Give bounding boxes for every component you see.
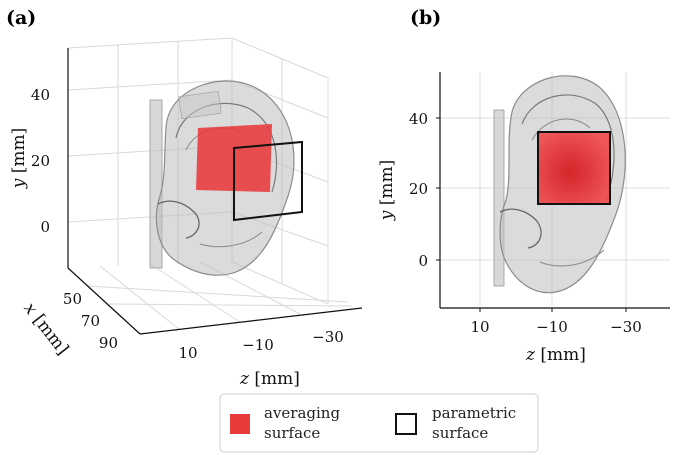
panel-b-z-label: z [mm] xyxy=(525,345,586,365)
panel-a-parametric-surface xyxy=(233,140,303,222)
legend-swatch-averaging xyxy=(230,414,250,434)
panel-a-y-tick-40: 40 xyxy=(31,86,50,104)
panel-a-y-label: y [mm] xyxy=(9,128,29,190)
panel-a-z-tick-neg30: −30 xyxy=(312,328,344,346)
panel-a-z-tick-10: 10 xyxy=(178,344,197,362)
legend-frame xyxy=(219,393,539,453)
panel-b-y-tick-0: 0 xyxy=(418,252,428,270)
panel-a-y-tick-0: 0 xyxy=(40,218,50,236)
panel-a-z-tick-neg10: −10 xyxy=(242,336,274,354)
panel-b-tick-marks xyxy=(436,117,627,312)
panel-b: (b) xyxy=(377,7,670,365)
panel-a-x-tick-50: 50 xyxy=(63,290,82,308)
panel-b-y-tick-20: 20 xyxy=(409,180,428,198)
legend-averaging-line1: averaging xyxy=(264,404,340,422)
panel-b-z-tick-10: 10 xyxy=(470,318,489,336)
panel-a-x-tick-70: 70 xyxy=(81,312,100,330)
panel-a-label: (a) xyxy=(6,7,36,29)
legend-parametric-line2: surface xyxy=(432,424,488,442)
panel-b-y-label: y [mm] xyxy=(377,160,397,222)
legend-parametric-line1: parametric xyxy=(432,404,516,422)
legend-swatch-parametric xyxy=(395,413,417,435)
panel-a-y-tick-20: 20 xyxy=(31,152,50,170)
panel-b-axes xyxy=(439,72,670,309)
panel-b-z-tick-neg30: −30 xyxy=(610,318,642,336)
panel-a: (a) xyxy=(6,7,363,389)
panel-b-label: (b) xyxy=(410,7,441,29)
panel-b-y-tick-40: 40 xyxy=(409,110,428,128)
panel-b-parametric-surface xyxy=(537,131,611,205)
legend-averaging-line2: surface xyxy=(264,424,320,442)
panel-b-z-tick-neg10: −10 xyxy=(536,318,568,336)
panel-a-z-label: z [mm] xyxy=(239,369,300,389)
legend: averaging surface parametric surface xyxy=(219,393,539,453)
panel-a-axes xyxy=(67,48,363,335)
panel-a-x-tick-90: 90 xyxy=(99,334,118,352)
panel-b-averaging-surface xyxy=(538,132,610,204)
